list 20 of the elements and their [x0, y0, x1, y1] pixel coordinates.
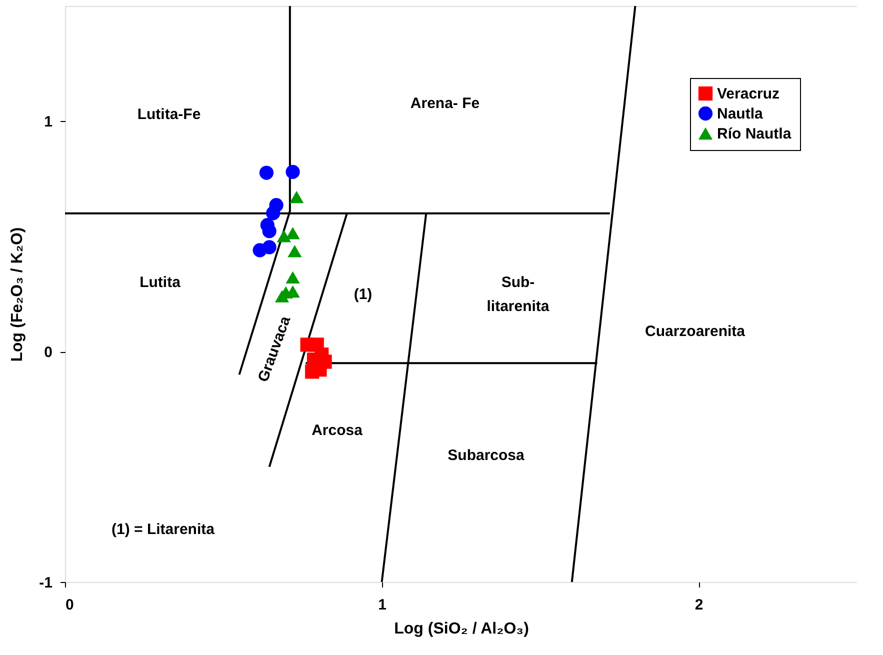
annotation: Subarcosa	[448, 447, 526, 464]
x-tick-label: 1	[378, 596, 386, 614]
y-tick-label: -1	[39, 574, 52, 592]
legend-label: Nautla	[717, 106, 764, 122]
y-axis-title: Log (Fe₂O₃ / K₂O)	[9, 227, 26, 362]
annotation: (1) = Litarenita	[112, 521, 216, 538]
legend-label: Veracruz	[717, 86, 780, 102]
annotation: Arcosa	[312, 422, 364, 439]
x-tick-label: 0	[66, 596, 74, 614]
annotation: Cuarzoarenita	[644, 323, 746, 340]
annotation: Sub- litarenita	[486, 274, 550, 315]
y-tick-label: 1	[44, 114, 52, 131]
y-tick-label: 0	[44, 344, 52, 362]
legend-label: Río Nautla	[717, 126, 792, 142]
annotation: Lutita-Fe	[137, 106, 201, 123]
x-axis-title: Log (SiO₂ / Al₂O₃)	[394, 620, 529, 638]
annotation: (1)	[354, 286, 372, 303]
x-tick-label: 2	[694, 596, 704, 614]
annotation: Lutita	[140, 274, 182, 291]
annotation: Arena- Fe	[410, 95, 480, 112]
